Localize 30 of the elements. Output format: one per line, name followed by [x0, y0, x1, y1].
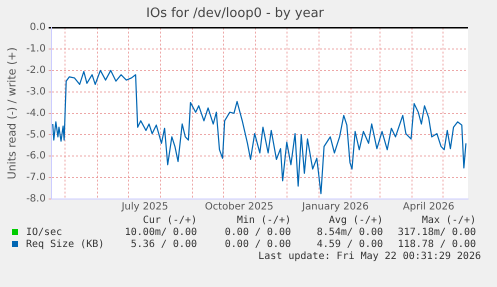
y-axis-title: Units read (-) / write (+) — [5, 47, 18, 180]
y-tick-label: -4.0 — [26, 108, 46, 119]
legend-label: IO/sec — [25, 227, 64, 239]
text: Avg (-/+) — [328, 215, 383, 227]
text: 118.78 / 0.00 — [396, 239, 476, 251]
text: Cur (-/+) — [142, 215, 197, 227]
text: Min (-/+) — [236, 215, 291, 227]
text: Max (-/+) — [420, 215, 476, 227]
text: 10.00m/ 0.00 — [124, 227, 197, 239]
text: Last update: Fri May 22 00:31:29 2026 — [257, 251, 482, 263]
text: 8.54m/ 0.00 — [316, 227, 383, 239]
y-tick-label: -5.0 — [26, 129, 46, 140]
y-tick-label: -7.0 — [26, 172, 46, 184]
text: 4.59 / 0.00 — [316, 239, 383, 251]
text: 317.18m/ 0.00 — [396, 227, 476, 239]
y-tick-label: -3.0 — [26, 86, 46, 98]
x-tick-label: October 2025 — [204, 202, 274, 213]
y-tick-label: -8.0 — [26, 194, 46, 205]
y-tick-label: -1.0 — [26, 44, 46, 55]
legend-label: Req Size (KB) — [25, 239, 106, 251]
x-tick-label: April 2026 — [402, 202, 454, 213]
y-tick-label: 0.0 — [30, 22, 46, 34]
y-tick-label: -2.0 — [26, 65, 46, 76]
x-tick-label: January 2026 — [301, 202, 369, 213]
text: 0.00 / 0.00 — [224, 239, 291, 251]
text: 5.36 / 0.00 — [130, 239, 197, 251]
x-tick-label: July 2025 — [120, 202, 168, 213]
y-tick-label: -6.0 — [26, 150, 46, 162]
chart-title: IOs for /dev/loop0 - by year — [146, 6, 325, 22]
text: 0.00 / 0.00 — [224, 227, 291, 239]
